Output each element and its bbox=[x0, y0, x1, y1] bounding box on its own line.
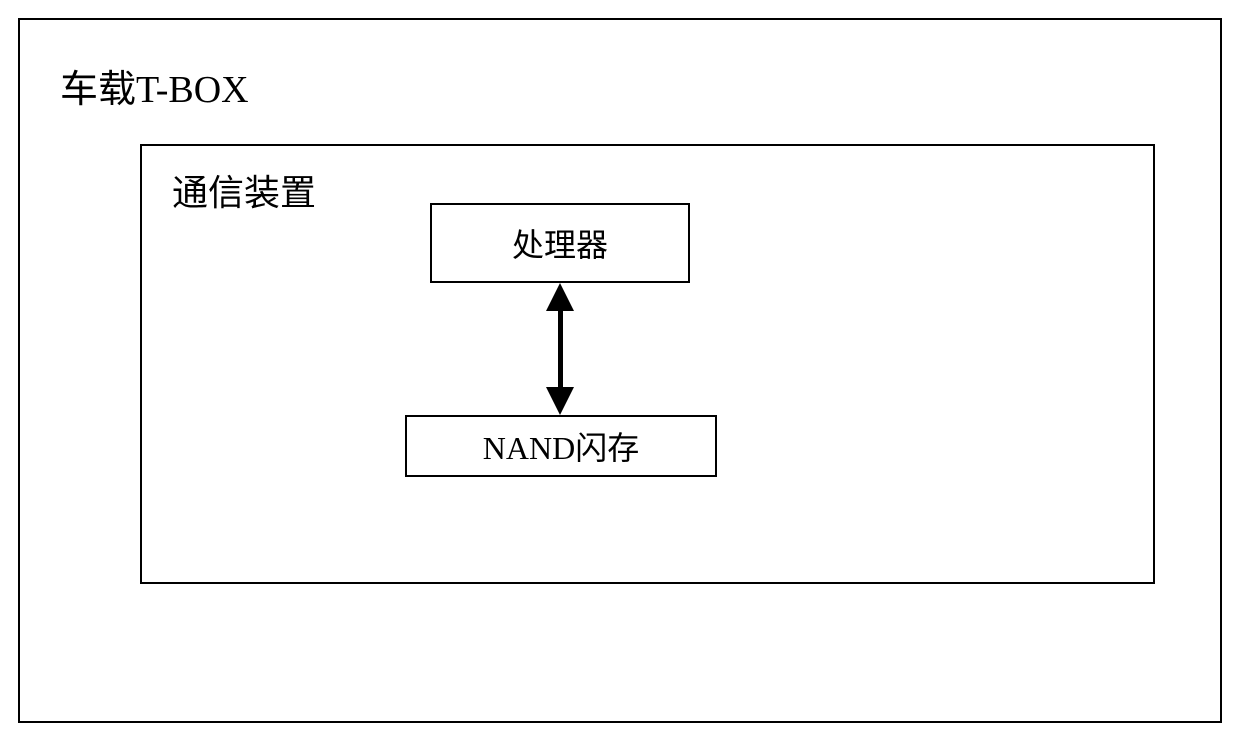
processor-box: 处理器 bbox=[430, 203, 690, 283]
processor-label: 处理器 bbox=[512, 220, 608, 266]
arrow-line bbox=[558, 311, 563, 387]
inner-label: 通信装置 bbox=[172, 164, 316, 216]
arrow-head-up-icon bbox=[546, 283, 574, 311]
nand-label: NAND闪存 bbox=[483, 423, 639, 469]
nand-box: NAND闪存 bbox=[405, 415, 717, 477]
outer-label: 车载T-BOX bbox=[60, 58, 249, 113]
outer-container: 车载T-BOX 通信装置 bbox=[18, 18, 1222, 723]
arrow-head-down-icon bbox=[546, 387, 574, 415]
